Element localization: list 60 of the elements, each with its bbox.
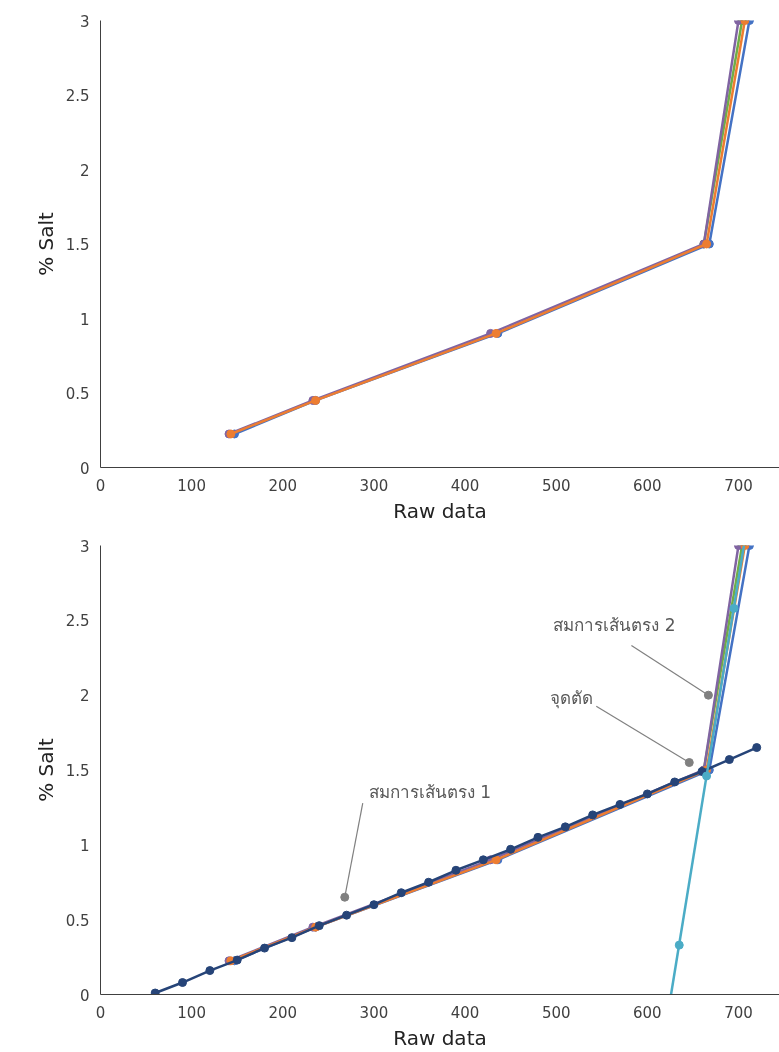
point — [424, 877, 434, 887]
x-tick-label: 500 — [541, 476, 571, 495]
point — [533, 832, 543, 842]
x-tick-label: 300 — [359, 1003, 389, 1022]
point — [287, 933, 297, 943]
x-tick-label: 100 — [177, 476, 206, 495]
x-tick-label: 500 — [541, 1003, 571, 1022]
x-tick-label: 600 — [633, 1003, 662, 1022]
y-tick-label: 0.5 — [65, 385, 90, 403]
x-axis-title: Raw data — [393, 498, 487, 523]
x-tick-label: 300 — [359, 476, 389, 495]
y-tick-label: 0.5 — [65, 911, 90, 930]
point — [752, 743, 762, 753]
x-tick-label: 600 — [633, 476, 662, 495]
x-tick-label: 200 — [268, 1003, 298, 1022]
y-tick-label: 0 — [79, 459, 90, 478]
point — [670, 777, 680, 787]
point — [478, 855, 488, 865]
y-tick-label: 1 — [79, 836, 90, 855]
y-tick-label: 3 — [79, 537, 90, 556]
point — [588, 810, 598, 820]
y-tick-label: 2.5 — [65, 87, 90, 105]
x-tick-label: 200 — [268, 476, 298, 495]
point — [674, 940, 684, 950]
y-tick-label: 0 — [79, 986, 90, 1005]
x-tick-label: 100 — [177, 1003, 206, 1022]
point — [560, 822, 570, 832]
x-tick-label: 400 — [450, 476, 480, 495]
y-tick-label: 2 — [79, 161, 90, 180]
annotation: จุดตัด — [550, 687, 594, 709]
point — [729, 603, 739, 613]
x-tick-label: 700 — [724, 1003, 753, 1022]
point — [642, 789, 652, 799]
y-axis-title: % Salt — [33, 737, 58, 802]
annotation: สมการเส้นตรง 1 — [368, 782, 491, 803]
y-axis-title: % Salt — [33, 211, 58, 276]
point — [506, 844, 516, 854]
point — [396, 888, 406, 898]
point — [342, 910, 352, 920]
point — [205, 966, 215, 976]
point — [724, 755, 734, 765]
point — [615, 799, 625, 809]
y-tick-label: 1 — [79, 310, 90, 329]
point — [369, 900, 379, 910]
point — [451, 865, 461, 875]
x-axis-title: Raw data — [393, 1025, 487, 1050]
y-tick-label: 2 — [79, 687, 90, 706]
point — [702, 771, 712, 781]
x-tick-label: 400 — [450, 1003, 480, 1022]
x-tick-label: 700 — [724, 476, 753, 495]
x-tick-label: 0 — [95, 476, 106, 495]
x-tick-label: 0 — [95, 1003, 106, 1022]
point — [178, 978, 188, 988]
annotation: สมการเส้นตรง 2 — [553, 614, 676, 635]
y-tick-label: 1.5 — [65, 762, 90, 780]
point — [260, 943, 270, 953]
point — [150, 988, 160, 995]
y-tick-label: 2.5 — [65, 612, 90, 631]
y-tick-label: 3 — [79, 12, 90, 31]
y-tick-label: 1.5 — [65, 236, 90, 254]
